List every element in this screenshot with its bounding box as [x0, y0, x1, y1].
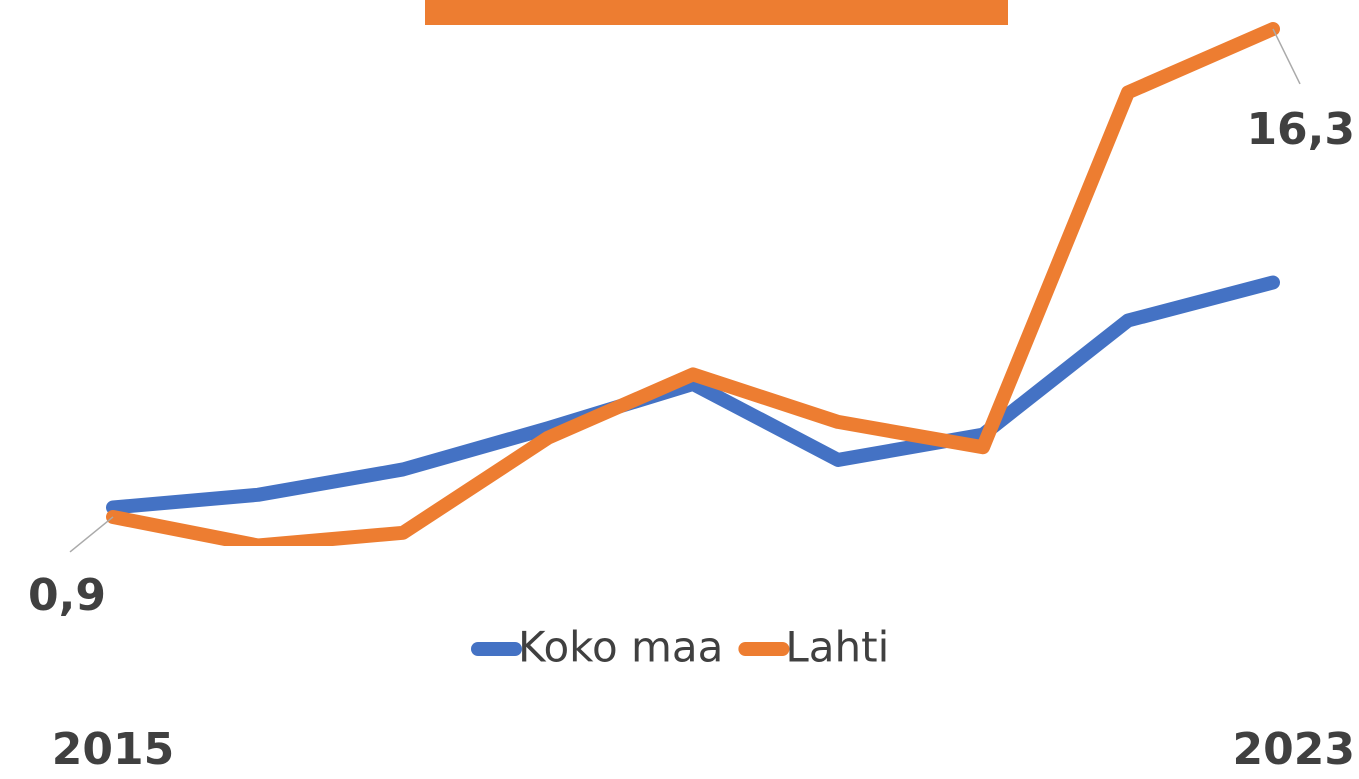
- title-bar: [425, 0, 1008, 25]
- legend-label: Koko maa: [518, 623, 723, 672]
- x-tick-label: 2023: [1233, 724, 1355, 775]
- series-line: [106, 275, 1280, 515]
- series-line: [106, 21, 1280, 546]
- leader-line: [69, 516, 114, 553]
- leader-line: [1272, 28, 1301, 85]
- x-tick-label: 2015: [52, 724, 174, 775]
- data-label: 0,9: [28, 570, 106, 621]
- data-label: 16,3: [1246, 104, 1355, 155]
- legend-label: Lahti: [785, 623, 889, 672]
